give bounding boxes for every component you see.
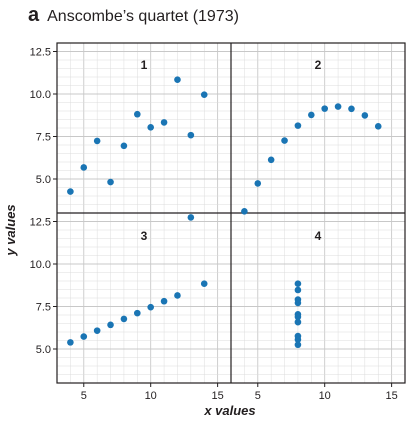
- data-point-panel-4: [294, 286, 302, 294]
- data-point-panel-3: [120, 315, 128, 323]
- data-point-panel-4: [294, 313, 302, 321]
- y-tick-label: 7.5: [36, 132, 51, 144]
- data-point-panel-2: [294, 122, 302, 129]
- data-point-panel-2: [241, 208, 248, 215]
- y-tick-label: 7.5: [36, 302, 51, 314]
- data-point-panel-1: [200, 91, 208, 98]
- x-tick-label: 10: [145, 390, 157, 402]
- panel-letter: a: [28, 4, 40, 26]
- data-point-panel-2: [321, 105, 328, 112]
- y-tick-label: 5.0: [36, 344, 51, 356]
- data-point-panel-2: [308, 111, 315, 119]
- y-tick-label: 12.5: [30, 217, 51, 229]
- panel-label-3: 3: [141, 229, 148, 243]
- data-point-panel-3: [160, 297, 168, 305]
- y-tick-label: 5.0: [36, 174, 51, 186]
- y-tick-label: 10.0: [30, 259, 51, 271]
- data-point-panel-3: [80, 333, 88, 340]
- data-point-panel-3: [187, 214, 195, 221]
- data-point-panel-4: [294, 341, 302, 349]
- data-point-panel-1: [93, 137, 101, 145]
- data-point-panel-3: [107, 321, 114, 329]
- data-point-panel-4: [294, 318, 302, 326]
- x-axis-label: x values: [203, 403, 255, 418]
- data-point-panel-4: [294, 336, 302, 343]
- data-point-panel-2: [374, 123, 382, 130]
- data-point-panel-3: [67, 339, 74, 346]
- data-point-panel-1: [160, 119, 168, 126]
- data-point-panel-1: [174, 76, 181, 84]
- data-point-panel-3: [200, 280, 208, 288]
- data-point-panel-1: [80, 164, 88, 171]
- labels-layer: 5.0 5.0 7.5 7.5 10.0 10.0 12.5 12.5 5 5 10 10 15 15 1 2…: [30, 47, 398, 403]
- x-tick-label: 10: [319, 390, 331, 402]
- data-point-panel-2: [361, 112, 369, 119]
- points-layer: [67, 76, 382, 349]
- frame-layer: [56, 42, 406, 384]
- data-point-panel-1: [120, 142, 128, 150]
- data-point-panel-2: [334, 103, 342, 110]
- title-text: Anscombe’s quartet (1973): [47, 8, 239, 25]
- data-point-panel-2: [348, 105, 355, 113]
- panel-label-4: 4: [315, 229, 322, 243]
- panel-label-2: 2: [315, 58, 322, 72]
- data-point-panel-1: [67, 188, 74, 195]
- y-axis-label: y values: [3, 204, 18, 256]
- x-tick-label: 5: [255, 390, 261, 402]
- y-tick-label: 10.0: [30, 89, 51, 101]
- data-point-panel-2: [281, 137, 288, 144]
- panel-label-1: 1: [141, 58, 148, 72]
- x-tick-label: 5: [81, 390, 87, 402]
- data-point-panel-4: [294, 280, 302, 288]
- data-point-panel-1: [187, 131, 195, 139]
- data-point-panel-3: [174, 292, 181, 299]
- figure-title: a Anscombe’s quartet (1973): [28, 4, 239, 27]
- data-point-panel-3: [147, 303, 154, 311]
- data-point-panel-3: [93, 327, 101, 334]
- y-tick-label: 12.5: [30, 47, 51, 59]
- data-point-panel-4: [294, 296, 302, 303]
- data-point-panel-1: [107, 178, 114, 186]
- data-point-panel-2: [267, 156, 275, 164]
- data-point-panel-2: [254, 180, 262, 187]
- data-point-panel-1: [147, 124, 154, 131]
- data-point-panel-3: [134, 309, 141, 317]
- x-tick-label: 15: [211, 390, 223, 402]
- x-tick-label: 15: [385, 390, 397, 402]
- data-point-panel-1: [134, 110, 141, 118]
